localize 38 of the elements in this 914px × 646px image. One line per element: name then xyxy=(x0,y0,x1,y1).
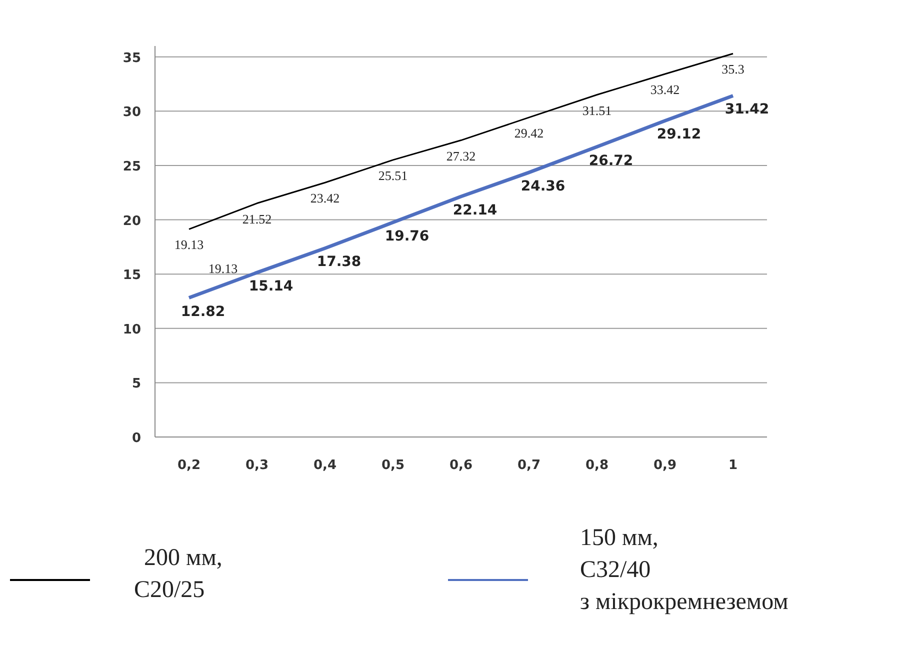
y-tick-label: 5 xyxy=(132,376,141,392)
x-tick-label: 0,5 xyxy=(381,458,405,473)
y-tick-label: 35 xyxy=(122,50,141,66)
x-tick-label: 0,6 xyxy=(449,458,473,473)
x-tick-label: 0,3 xyxy=(245,458,269,473)
x-tick-label: 0,8 xyxy=(585,458,609,473)
data-label: 23.42 xyxy=(310,190,340,206)
data-label: 22.14 xyxy=(452,202,498,219)
data-label: 33.42 xyxy=(650,82,680,98)
data-label: 31.51 xyxy=(582,102,612,118)
data-label: 29.12 xyxy=(656,126,702,143)
x-tick-label: 0,2 xyxy=(177,458,201,473)
data-label: 19.76 xyxy=(384,228,430,244)
data-label: 25.51 xyxy=(378,168,408,183)
y-tick-label: 20 xyxy=(122,214,141,229)
y-tick-label: 10 xyxy=(122,322,141,338)
annotation: 19.13 xyxy=(208,260,238,276)
y-tick-label: 30 xyxy=(122,105,141,120)
x-tick-label: 0,7 xyxy=(517,458,541,473)
data-label: 19.13 xyxy=(174,237,204,252)
y-tick-label: 0 xyxy=(132,431,141,446)
x-tick-label: 0,4 xyxy=(313,458,337,473)
data-label: 12.82 xyxy=(180,304,226,320)
x-tick-label: 0,9 xyxy=(653,458,677,473)
y-tick-label: 25 xyxy=(122,159,141,174)
data-label: 21.52 xyxy=(242,211,272,226)
data-label: 24.36 xyxy=(520,178,566,194)
x-tick-label: 1 xyxy=(728,458,738,473)
data-label: 35.3 xyxy=(722,62,744,77)
y-tick-label: 15 xyxy=(122,268,141,284)
legend-label: 150 мм, C32/40 з мікрокремнеземом xyxy=(580,525,788,615)
data-label: 27.32 xyxy=(446,148,476,164)
data-label: 31.42 xyxy=(724,102,770,118)
data-label: 29.42 xyxy=(514,125,544,140)
data-label: 17.38 xyxy=(316,254,362,270)
data-label: 26.72 xyxy=(588,152,634,169)
legend-label: 200 мм, C20/25 xyxy=(134,545,222,603)
data-label: 15.14 xyxy=(248,278,294,295)
